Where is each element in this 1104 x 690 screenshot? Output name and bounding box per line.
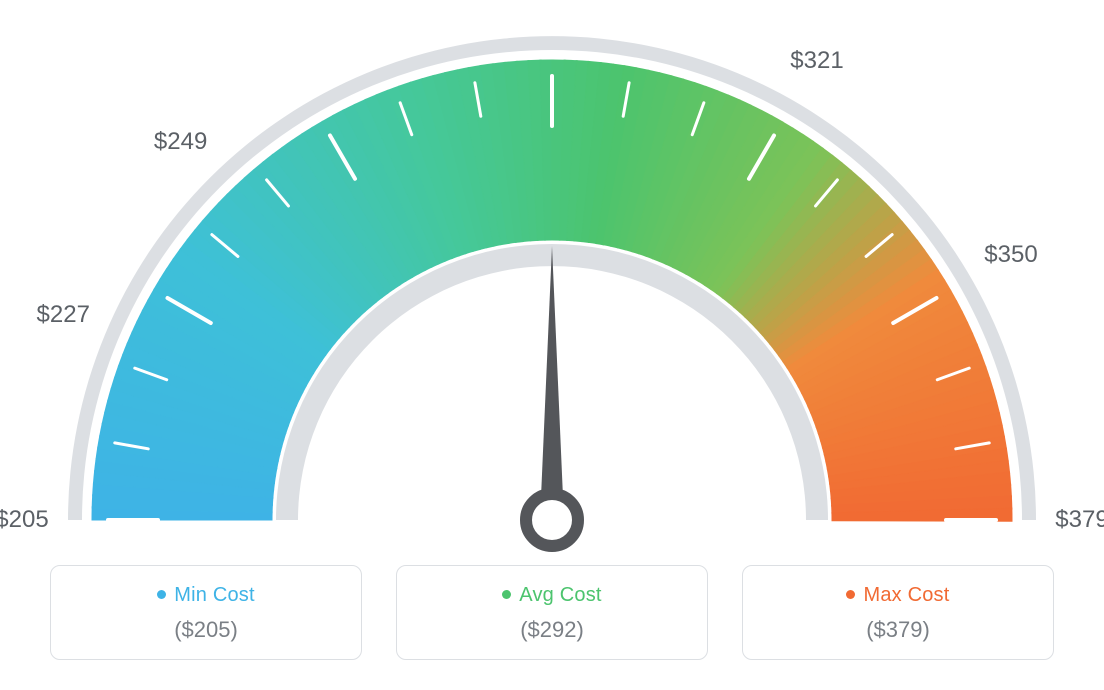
avg-dot-icon xyxy=(502,590,511,599)
min-cost-label: Min Cost xyxy=(174,584,255,606)
gauge-tick-label: $292 xyxy=(525,0,578,4)
gauge-chart: $205 $227 $249 $292 $321 $350 $379 xyxy=(0,0,1104,560)
cost-gauge-widget: $205 $227 $249 $292 $321 $350 $379 Min Cost ($… xyxy=(0,0,1104,690)
gauge-tick-label: $379 xyxy=(1055,506,1104,534)
summary-cards: Min Cost ($205) Avg Cost ($292) Max Cost… xyxy=(50,565,1054,660)
max-cost-title: Max Cost xyxy=(753,584,1043,607)
max-cost-label: Max Cost xyxy=(863,584,949,606)
gauge-tick-label: $205 xyxy=(0,506,49,534)
min-cost-card: Min Cost ($205) xyxy=(50,565,362,660)
max-cost-card: Max Cost ($379) xyxy=(742,565,1054,660)
gauge-tick-label: $249 xyxy=(154,128,207,156)
gauge-tick-label: $321 xyxy=(790,47,843,75)
gauge-tick-label: $350 xyxy=(984,241,1037,269)
max-dot-icon xyxy=(846,590,855,599)
min-cost-title: Min Cost xyxy=(61,584,351,607)
avg-cost-title: Avg Cost xyxy=(407,584,697,607)
max-cost-value: ($379) xyxy=(753,617,1043,643)
avg-cost-value: ($292) xyxy=(407,617,697,643)
avg-cost-label: Avg Cost xyxy=(519,584,601,606)
min-cost-value: ($205) xyxy=(61,617,351,643)
avg-cost-card: Avg Cost ($292) xyxy=(396,565,708,660)
gauge-svg xyxy=(0,0,1104,560)
min-dot-icon xyxy=(157,590,166,599)
gauge-tick-label: $227 xyxy=(37,301,90,329)
